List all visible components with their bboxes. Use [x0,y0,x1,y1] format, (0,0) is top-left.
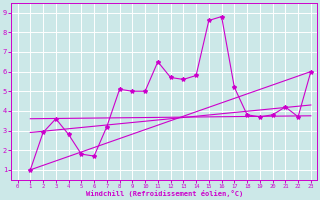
X-axis label: Windchill (Refroidissement éolien,°C): Windchill (Refroidissement éolien,°C) [85,190,243,197]
